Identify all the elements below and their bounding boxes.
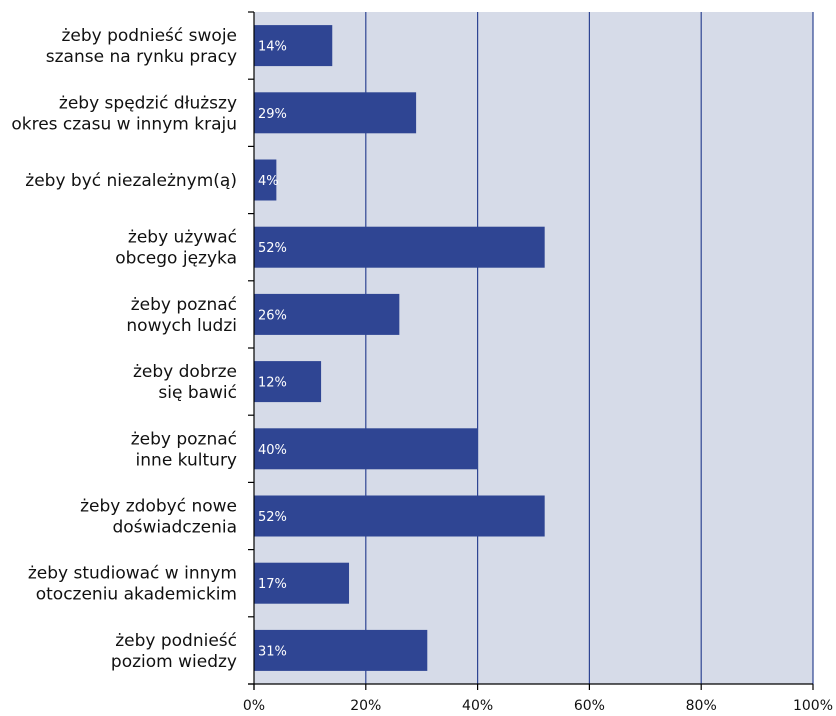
bar (254, 495, 545, 537)
category-label-line: otoczeniu akademickim (36, 585, 237, 605)
bar (254, 92, 417, 134)
bar (254, 361, 322, 403)
x-tick-label: 40% (462, 698, 493, 714)
bar-data-label: 29% (258, 107, 287, 122)
bar-data-label: 17% (258, 577, 287, 592)
category-label-line: żeby spędzić dłuższy (59, 93, 237, 113)
bar (254, 428, 478, 470)
category-label: żeby dobrze się bawić (133, 362, 237, 403)
x-tick-label: 0% (243, 698, 265, 714)
category-label-line: żeby studiować w innym (28, 564, 237, 584)
category-label-line: żeby używać (128, 228, 237, 248)
category-label-line: obcego języka (115, 249, 237, 269)
bar-data-label: 14% (258, 40, 287, 55)
bar-data-label: 40% (258, 443, 287, 458)
category-label-line: okres czasu w innym kraju (11, 114, 237, 134)
x-tick-label: 20% (350, 698, 381, 714)
category-label-line: poziom wiedzy (111, 652, 237, 672)
bar-data-label: 31% (258, 644, 287, 659)
x-tick-label: 100% (793, 698, 833, 714)
category-label-line: żeby dobrze (133, 362, 237, 382)
bar (254, 25, 333, 67)
x-tick-label: 60% (574, 698, 605, 714)
category-label-line: żeby zdobyć nowe (80, 497, 237, 517)
category-label: żeby spędzić dłuższy okres czasu w innym … (11, 93, 237, 134)
bar-data-label: 52% (258, 241, 287, 256)
category-label-line: żeby poznać (131, 429, 237, 449)
category-label-line: żeby podnieść (115, 631, 237, 651)
category-label: żeby podnieść swoje szanse na rynku pracy (46, 26, 237, 67)
category-label-line: żeby podnieść swoje (61, 26, 237, 46)
category-label-line: doświadczenia (112, 518, 237, 538)
bar (254, 226, 545, 268)
category-label: żeby poznać nowych ludzi (126, 295, 237, 336)
category-label-line: nowych ludzi (126, 316, 237, 336)
category-label-line: żeby poznać (131, 295, 237, 315)
bar (254, 159, 277, 201)
category-label-line: się bawić (158, 383, 237, 403)
category-label: żeby zdobyć nowe doświadczenia (80, 497, 237, 538)
bar (254, 562, 350, 604)
category-label-line: szanse na rynku pracy (46, 47, 237, 67)
bar-data-label: 26% (258, 308, 287, 323)
bar (254, 629, 428, 671)
bar-data-label: 52% (258, 510, 287, 525)
category-label-line: inne kultury (136, 450, 237, 470)
category-label: żeby studiować w innym otoczeniu akademic… (28, 564, 237, 605)
category-label-line: żeby być niezależnym(ą) (25, 171, 237, 191)
category-label: żeby używać obcego języka (115, 228, 237, 269)
bar-data-label: 4% (258, 174, 279, 189)
bar-data-label: 12% (258, 376, 287, 391)
x-tick-label: 80% (686, 698, 717, 714)
bar (254, 293, 400, 335)
category-label: żeby być niezależnym(ą) (25, 171, 237, 191)
category-label: żeby podnieść poziom wiedzy (111, 631, 237, 672)
category-label: żeby poznać inne kultury (131, 429, 237, 470)
